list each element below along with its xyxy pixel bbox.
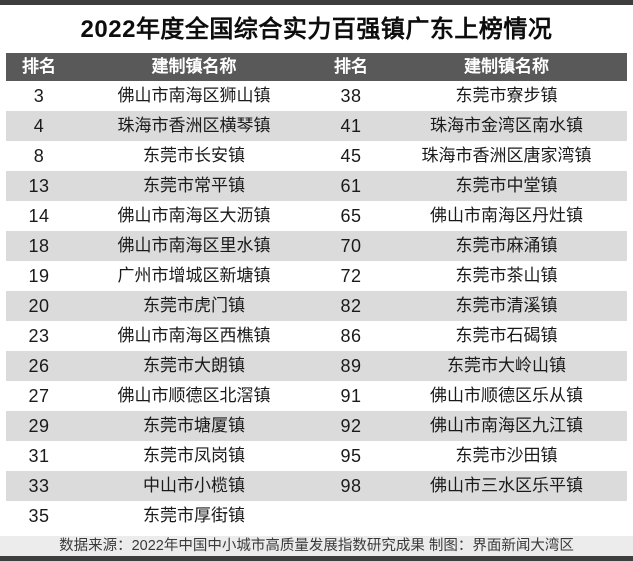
ranking-table: 排名 建制镇名称 排名 建制镇名称 3 佛山市南海区狮山镇 38 东莞市寮步镇 … xyxy=(6,53,627,531)
table-header-row: 排名 建制镇名称 排名 建制镇名称 xyxy=(6,53,627,81)
table-row: 4 珠海市香洲区横琴镇 41 珠海市金湾区南水镇 xyxy=(6,111,627,141)
rank-cell-left: 3 xyxy=(33,86,45,106)
town-cell-left: 佛山市南海区狮山镇 xyxy=(117,86,271,105)
rank-cell-left: 20 xyxy=(28,296,50,316)
table-row: 35 东莞市厚街镇 xyxy=(6,501,627,531)
table-row: 27 佛山市顺德区北滘镇 91 佛山市顺德区乐从镇 xyxy=(6,381,627,411)
town-cell-right: 佛山市三水区乐平镇 xyxy=(430,476,583,495)
rank-cell-right xyxy=(316,501,386,531)
town-cell-left: 广州市增城区新塘镇 xyxy=(117,266,271,285)
rank-cell-right: 65 xyxy=(340,206,362,226)
rank-cell-left: 18 xyxy=(28,236,50,256)
rank-cell-left: 31 xyxy=(28,446,50,466)
town-cell-right: 东莞市寮步镇 xyxy=(455,86,558,105)
town-cell-left: 佛山市南海区大沥镇 xyxy=(117,206,271,225)
rank-cell-left: 35 xyxy=(28,506,50,526)
rank-cell-right: 70 xyxy=(340,236,362,256)
table-row: 18 佛山市南海区里水镇 70 东莞市麻涌镇 xyxy=(6,231,627,261)
bottom-border-strip xyxy=(0,556,633,561)
rank-cell-right: 38 xyxy=(340,86,362,106)
town-cell-right: 佛山市南海区九江镇 xyxy=(430,416,583,435)
rank-cell-right: 92 xyxy=(340,416,362,436)
town-cell-left: 佛山市南海区里水镇 xyxy=(117,236,271,255)
rank-cell-right: 41 xyxy=(340,116,362,136)
table-row: 8 东莞市长安镇 45 珠海市香洲区唐家湾镇 xyxy=(6,141,627,171)
town-cell-left: 珠海市香洲区横琴镇 xyxy=(117,116,271,135)
top-border-strip xyxy=(0,0,633,5)
source-credit-footer: 数据来源：2022年中国中小城市高质量发展指数研究成果 制图：界面新闻大湾区 xyxy=(0,536,633,556)
rank-cell-right: 82 xyxy=(340,296,362,316)
rank-cell-right: 61 xyxy=(340,176,362,196)
rank-cell-left: 13 xyxy=(28,176,50,196)
header-town-left: 建制镇名称 xyxy=(151,57,237,76)
rank-cell-left: 27 xyxy=(28,386,50,406)
town-cell-left: 佛山市南海区西樵镇 xyxy=(117,326,271,345)
town-cell-right: 佛山市南海区丹灶镇 xyxy=(430,206,583,225)
town-cell-right: 东莞市清溪镇 xyxy=(455,296,558,315)
rank-cell-right: 72 xyxy=(340,266,362,286)
table-row: 19 广州市增城区新塘镇 72 东莞市茶山镇 xyxy=(6,261,627,291)
table-row: 26 东莞市大朗镇 89 东莞市大岭山镇 xyxy=(6,351,627,381)
town-cell-right xyxy=(386,501,627,531)
town-cell-right: 东莞市中堂镇 xyxy=(455,176,558,195)
header-rank-left: 排名 xyxy=(22,57,56,76)
rank-cell-left: 14 xyxy=(28,206,50,226)
rank-cell-right: 89 xyxy=(340,356,362,376)
table-row: 13 东莞市常平镇 61 东莞市中堂镇 xyxy=(6,171,627,201)
town-cell-left: 东莞市大朗镇 xyxy=(143,356,245,375)
town-cell-left: 东莞市虎门镇 xyxy=(143,296,245,315)
page-title: 2022年度全国综合实力百强镇广东上榜情况 xyxy=(80,16,553,43)
town-cell-right: 东莞市大岭山镇 xyxy=(447,356,566,375)
table-row: 14 佛山市南海区大沥镇 65 佛山市南海区丹灶镇 xyxy=(6,201,627,231)
rank-cell-right: 98 xyxy=(340,476,362,496)
table-row: 29 东莞市塘厦镇 92 佛山市南海区九江镇 xyxy=(6,411,627,441)
header-town-right: 建制镇名称 xyxy=(464,57,549,76)
town-cell-left: 东莞市凤岗镇 xyxy=(143,446,245,465)
town-cell-left: 佛山市顺德区北滘镇 xyxy=(117,386,271,405)
table-row: 31 东莞市凤岗镇 95 东莞市沙田镇 xyxy=(6,441,627,471)
town-cell-right: 东莞市茶山镇 xyxy=(455,266,558,285)
town-cell-left: 东莞市长安镇 xyxy=(143,146,245,165)
table-body: 3 佛山市南海区狮山镇 38 东莞市寮步镇 4 珠海市香洲区横琴镇 41 珠海市… xyxy=(6,81,627,531)
header-rank-right: 排名 xyxy=(334,57,368,76)
town-cell-right: 珠海市金湾区南水镇 xyxy=(430,116,583,135)
town-cell-right: 佛山市顺德区乐从镇 xyxy=(430,386,583,405)
table-row: 20 东莞市虎门镇 82 东莞市清溪镇 xyxy=(6,291,627,321)
rank-cell-left: 19 xyxy=(28,266,50,286)
town-cell-left: 东莞市塘厦镇 xyxy=(143,416,245,435)
rank-cell-left: 8 xyxy=(33,146,45,166)
rank-cell-left: 23 xyxy=(28,326,50,346)
rank-cell-right: 45 xyxy=(340,146,362,166)
town-cell-right: 东莞市石碣镇 xyxy=(455,326,558,345)
rank-cell-right: 86 xyxy=(340,326,362,346)
town-cell-left: 中山市小榄镇 xyxy=(143,476,245,495)
rank-cell-left: 4 xyxy=(33,116,45,136)
table-row: 3 佛山市南海区狮山镇 38 东莞市寮步镇 xyxy=(6,81,627,111)
town-cell-left: 东莞市厚街镇 xyxy=(143,506,245,525)
table-row: 33 中山市小榄镇 98 佛山市三水区乐平镇 xyxy=(6,471,627,501)
town-cell-right: 东莞市沙田镇 xyxy=(455,446,558,465)
table-row: 23 佛山市南海区西樵镇 86 东莞市石碣镇 xyxy=(6,321,627,351)
town-cell-right: 东莞市麻涌镇 xyxy=(455,236,558,255)
town-cell-right: 珠海市香洲区唐家湾镇 xyxy=(421,146,592,165)
rank-cell-left: 33 xyxy=(28,476,50,496)
town-cell-left: 东莞市常平镇 xyxy=(143,176,245,195)
rank-cell-right: 91 xyxy=(340,386,362,406)
rank-cell-right: 95 xyxy=(340,446,362,466)
rank-cell-left: 26 xyxy=(28,356,50,376)
rank-cell-left: 29 xyxy=(28,416,50,436)
